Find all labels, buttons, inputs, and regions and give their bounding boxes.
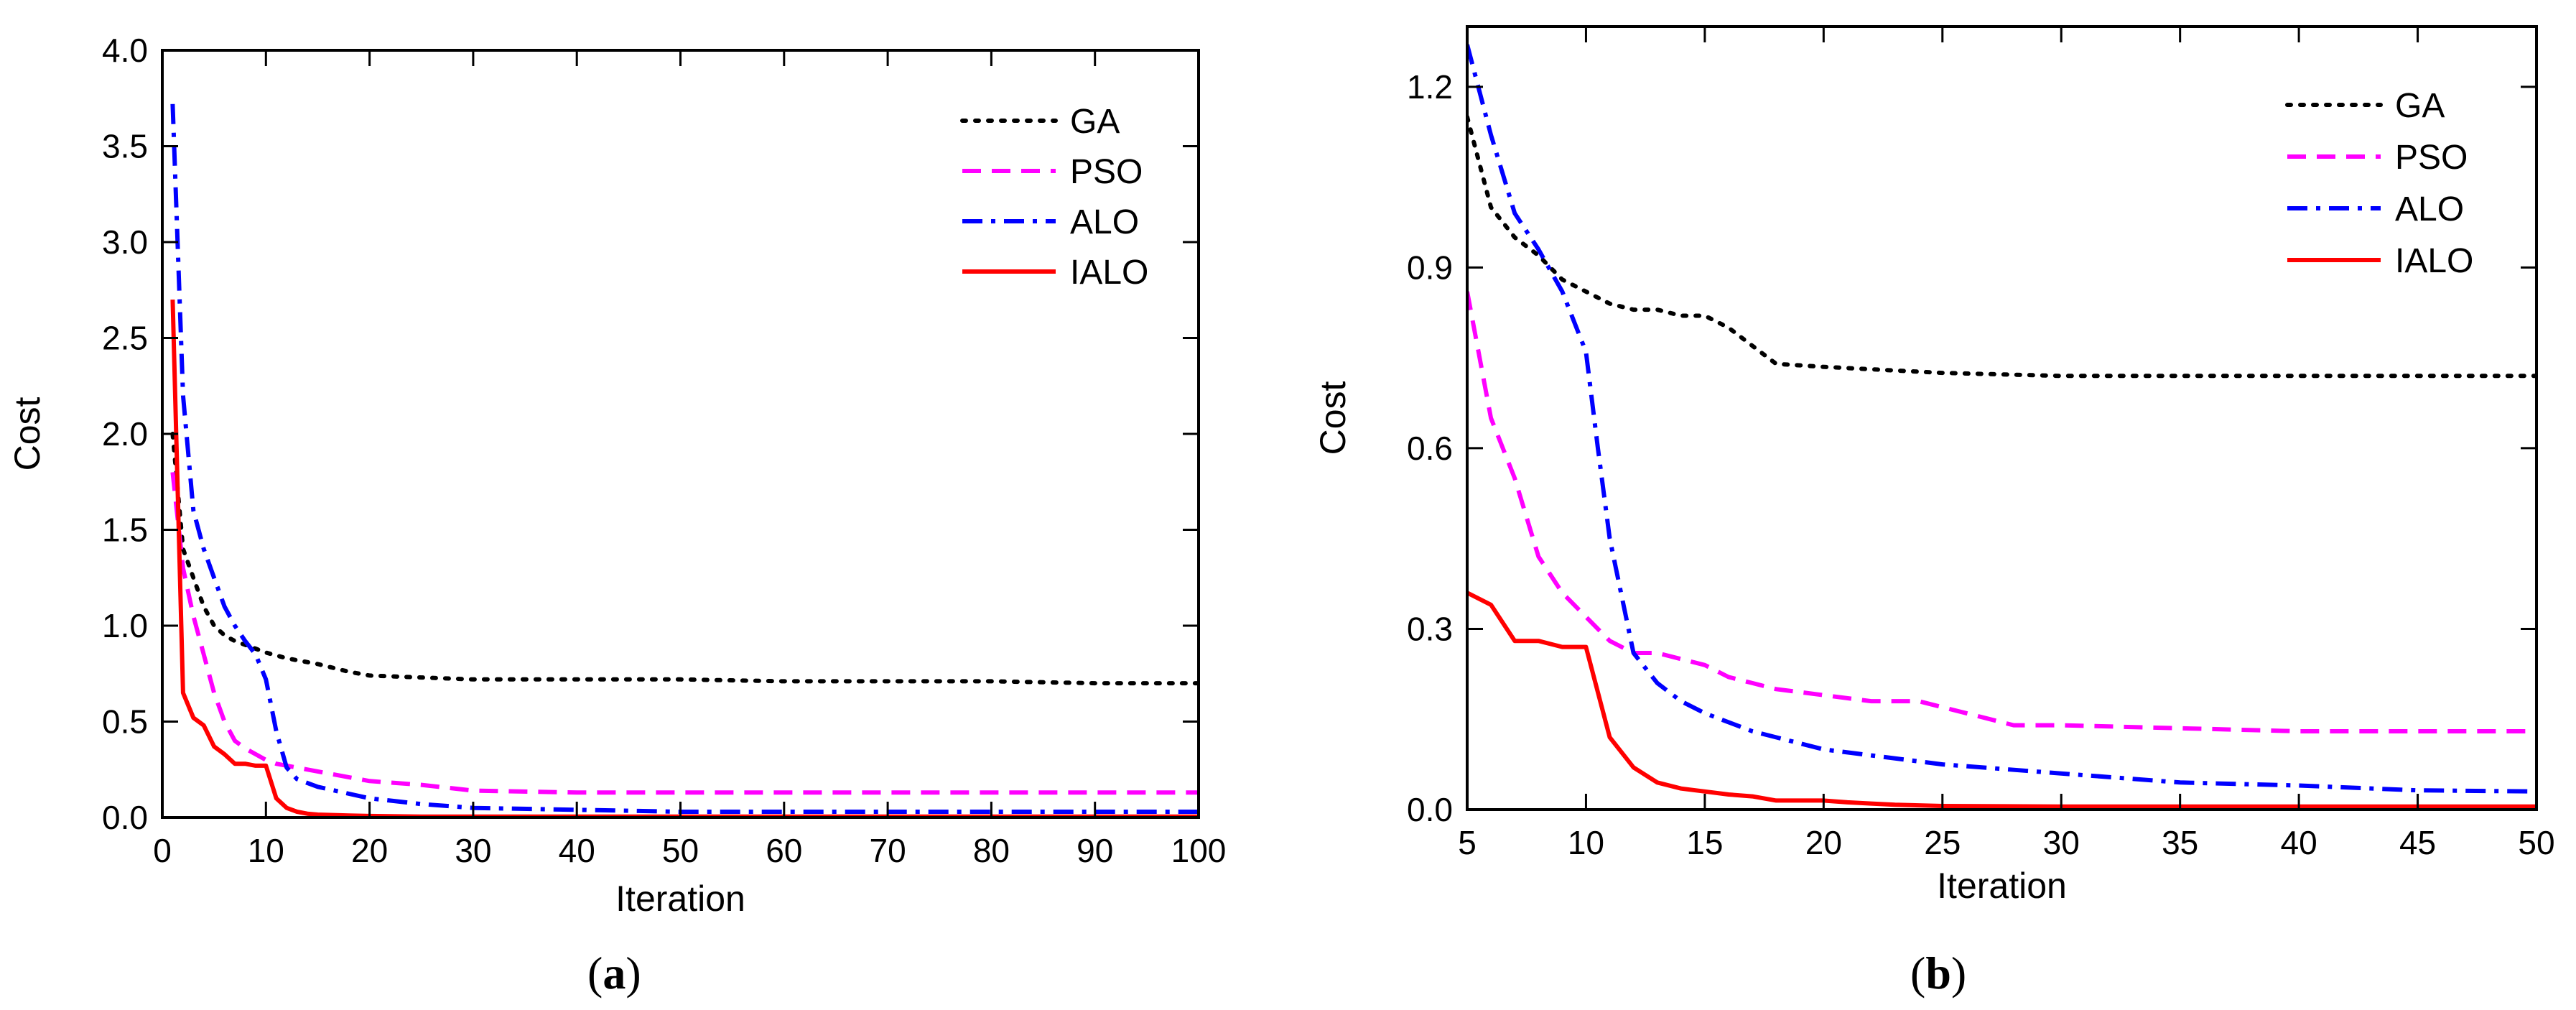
panel-label-a: (a) [587,947,641,1000]
chart-a-xtick-label: 90 [1077,832,1113,869]
chart-a-xtick-label: 30 [455,832,491,869]
chart-a-xtick-label: 50 [662,832,699,869]
chart-a-legend-label-ialo: IALO [1070,254,1148,292]
panel-label-b: (b) [1910,947,1966,1000]
chart-a-series-pso [170,472,1199,795]
chart-a-xtick-label: 60 [766,832,802,869]
chart-b: 5 10 15 20 25 30 35 40 45 50 0.0 0.3 0.6 0.9 1.2 Iterat… [1313,25,2555,906]
chart-a-legend-label-pso: PSO [1070,153,1143,191]
chart-a-ytick-label: 4.0 [102,32,148,69]
chart-a: 0 10 20 30 40 50 60 70 80 90 100 0.0 0.5 1.0 1.5 2.0 2.5… [7,32,1226,919]
chart-a-series-group [170,103,1199,817]
chart-b-series-pso [1467,291,2537,733]
chart-b-xtick-label: 40 [2281,824,2317,861]
chart-b-xtick-label: 35 [2162,824,2198,861]
chart-a-ytick-label: 2.5 [102,320,148,357]
chart-b-ytick-label: 0.9 [1407,249,1453,286]
chart-a-series-ialo [170,300,1199,817]
chart-a-ytick-label: 0.0 [102,799,148,836]
panel-label-b-letter: b [1925,948,1951,999]
chart-a-xtick-label: 20 [351,832,388,869]
chart-a-xtick-label: 10 [248,832,284,869]
chart-b-series-ga [1467,114,2537,379]
chart-b-xtick-label: 10 [1568,824,1604,861]
chart-b-ytick-label: 0.6 [1407,430,1453,467]
chart-a-ytick-label: 3.5 [102,128,148,165]
chart-a-xtick-label: 0 [153,832,172,869]
chart-a-ylabel: Cost [7,397,47,471]
chart-a-ytick-label: 1.5 [102,511,148,549]
chart-b-legend-label-ialo: IALO [2395,242,2473,280]
chart-a-xtick-label: 80 [973,832,1010,869]
chart-a-series-ga [170,432,1199,686]
chart-b-xtick-label: 30 [2043,824,2080,861]
chart-a-legend-label-ga: GA [1070,103,1120,141]
chart-a-xtick-label: 70 [870,832,906,869]
chart-b-series-group [1467,44,2537,809]
chart-b-frame [1466,25,2538,811]
chart-b-legend-label-ga: GA [2395,87,2445,125]
chart-b-ytick-label: 0.3 [1407,610,1453,647]
chart-b-legend-label-alo: ALO [2395,190,2464,228]
chart-b-legend-label-pso: PSO [2395,139,2468,177]
chart-a-legend-label-alo: ALO [1070,203,1139,241]
chart-b-ylabel: Cost [1313,381,1353,455]
chart-b-xtick-label: 20 [1805,824,1842,861]
chart-a-ytick-label: 3.0 [102,223,148,261]
chart-a-series-alo [170,103,1199,814]
panel-label-a-letter: a [603,948,626,999]
chart-b-xtick-label: 50 [2518,824,2554,861]
chart-b-xlabel: Iteration [1937,866,2067,906]
chart-a-xlabel: Iteration [615,879,745,919]
chart-b-xtick-label: 25 [1924,824,1961,861]
chart-b-xtick-label: 15 [1686,824,1723,861]
chart-a-frame [161,49,1200,819]
chart-a-ytick-label: 2.0 [102,415,148,453]
panel-label-b-close: ) [1950,948,1967,999]
chart-b-series-alo [1467,44,2537,794]
panel-label-a-open: ( [587,948,603,999]
chart-b-series-ialo [1467,590,2537,809]
chart-a-xtick-label: 100 [1171,832,1227,869]
panel-label-b-open: ( [1910,948,1926,999]
chart-b-ytick-label: 1.2 [1407,68,1453,106]
chart-b-xtick-label: 5 [1458,824,1477,861]
panel-label-a-close: ) [626,948,641,999]
chart-b-ytick-label: 0.0 [1407,791,1453,828]
chart-a-ytick-label: 1.0 [102,607,148,644]
chart-b-xtick-label: 45 [2399,824,2436,861]
chart-a-xtick-label: 40 [559,832,595,869]
chart-a-ytick-label: 0.5 [102,703,148,741]
